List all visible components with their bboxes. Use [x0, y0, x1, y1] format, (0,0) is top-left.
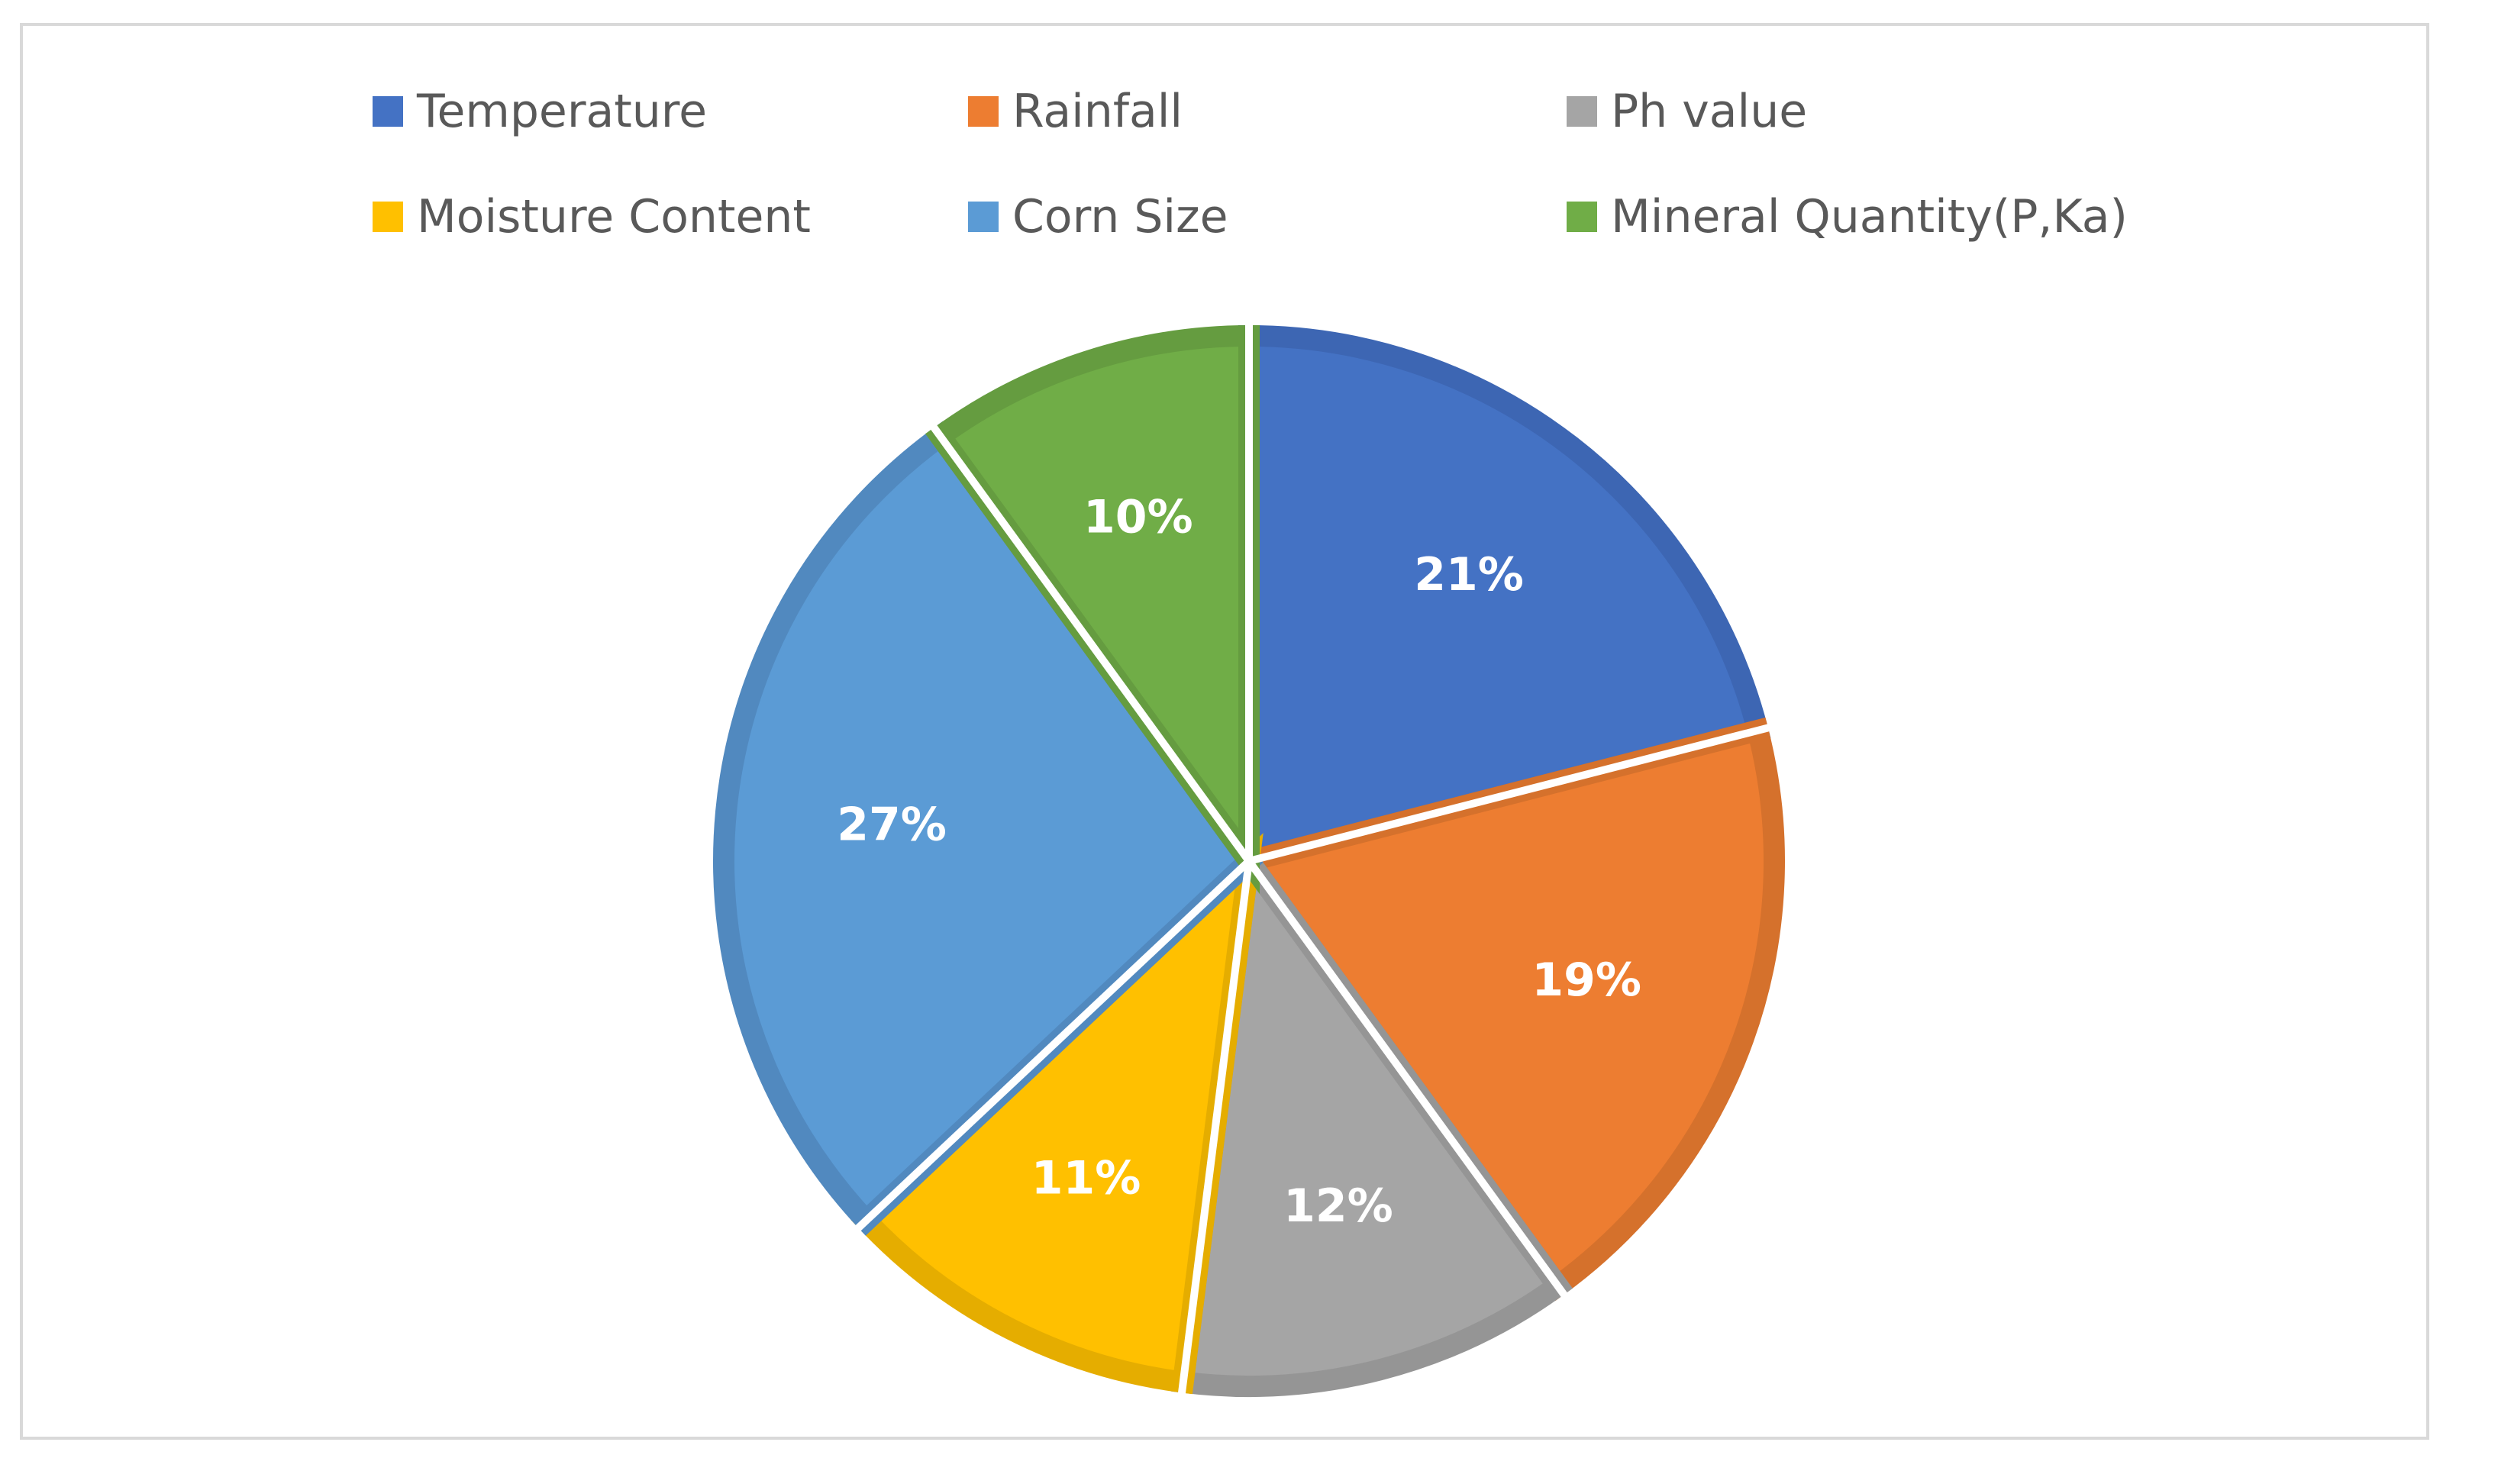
legend-item-rainfall: Rainfall	[968, 81, 1183, 142]
slice-separator	[1177, 860, 1253, 1395]
legend-label-corn-size: Corn Size	[1012, 190, 1228, 244]
legend-item-mineral-quantity: Mineral Quantity(P,Ka)	[1567, 186, 2128, 247]
legend-swatch-mineral-quantity	[1567, 202, 1597, 232]
slice-separator	[930, 424, 1253, 863]
legend-swatch-rainfall	[968, 96, 999, 127]
data-label-mineral-quantity-p-ka: 10%	[1083, 491, 1193, 544]
data-label-corn-size: 27%	[837, 798, 947, 851]
pie-slice-ph-value	[1171, 833, 1573, 1397]
data-label-moisture-content: 11%	[1031, 1151, 1141, 1205]
legend-label-rainfall: Rainfall	[1012, 85, 1183, 138]
legend-label-moisture-content: Moisture Content	[417, 190, 811, 244]
pie-slice-mineral-quantity-p-ka	[925, 324, 1260, 895]
legend-swatch-moisture-content	[373, 202, 403, 232]
pie-slice-corn-size	[713, 421, 1264, 1236]
data-label-rainfall: 19%	[1531, 953, 1641, 1007]
legend: Temperature Rainfall Ph value Moisture C…	[0, 0, 2498, 244]
legend-item-corn-size: Corn Size	[968, 186, 1228, 247]
data-label-ph-value: 12%	[1283, 1179, 1393, 1233]
slice-separator	[1245, 859, 1568, 1298]
legend-label-ph-value: Ph value	[1611, 85, 1808, 138]
legend-label-temperature: Temperature	[417, 85, 708, 138]
legend-item-ph-value: Ph value	[1567, 81, 1807, 142]
pie-slice-rainfall	[1231, 717, 1786, 1302]
legend-swatch-corn-size	[968, 202, 999, 232]
legend-item-moisture-content: Moisture Content	[373, 186, 811, 247]
data-label-temperature: 21%	[1414, 548, 1524, 602]
pie-slice-temperature	[1238, 324, 1771, 876]
slice-separator	[854, 858, 1252, 1232]
legend-item-temperature: Temperature	[373, 81, 707, 142]
slice-separator	[1247, 724, 1771, 865]
legend-label-mineral-quantity: Mineral Quantity(P,Ka)	[1611, 190, 2128, 244]
legend-swatch-ph-value	[1567, 96, 1597, 127]
legend-swatch-temperature	[373, 96, 403, 127]
pie-slice-moisture-content	[850, 833, 1264, 1395]
